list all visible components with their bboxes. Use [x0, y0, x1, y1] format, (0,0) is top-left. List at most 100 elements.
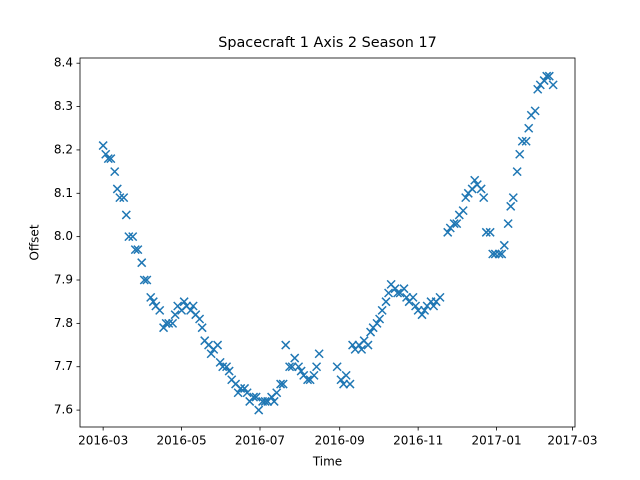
scatter-point [272, 388, 282, 398]
y-tick-label: 8.1 [54, 186, 73, 200]
scatter-point [269, 396, 279, 406]
scatter-point [112, 184, 122, 194]
x-tick-label: 2016-03 [78, 434, 128, 448]
y-tick-label: 8.3 [54, 99, 73, 113]
scatter-point [381, 297, 391, 307]
y-tick-label: 7.9 [54, 273, 73, 287]
scatter-point [490, 249, 500, 259]
scatter-point [240, 383, 250, 393]
plot-area [98, 71, 558, 415]
scatter-point [224, 366, 234, 376]
scatter-point [164, 318, 174, 328]
scatter-point [530, 106, 540, 116]
scatter-point [294, 362, 304, 372]
scatter-point [197, 323, 207, 333]
y-tick-label: 8.4 [54, 56, 73, 70]
scatter-point [341, 370, 351, 380]
y-tick-label: 7.7 [54, 359, 73, 373]
x-tick-label: 2016-11 [393, 434, 443, 448]
y-tick-label: 7.8 [54, 316, 73, 330]
scatter-point [411, 301, 421, 311]
scatter-point [146, 292, 156, 302]
scatter-point [281, 340, 291, 350]
scatter-point [290, 353, 300, 363]
scatter-point [103, 154, 113, 164]
scatter-point [435, 292, 445, 302]
x-axis-label: Time [312, 455, 342, 469]
scatter-point [213, 340, 223, 350]
scatter-point [470, 175, 480, 185]
scatter-point [357, 344, 367, 354]
y-tick-label: 7.6 [54, 403, 73, 417]
scatter-point [488, 249, 498, 259]
scatter-point [133, 245, 143, 255]
scatter-point [285, 362, 295, 372]
scatter-point [215, 357, 225, 367]
scatter-point [512, 167, 522, 177]
y-tick-label: 8.2 [54, 142, 73, 156]
x-tick-label: 2016-07 [235, 434, 285, 448]
scatter-point [542, 71, 552, 81]
scatter-point [139, 275, 149, 285]
scatter-point [161, 318, 171, 328]
scatter-point [533, 84, 543, 94]
scatter-point [179, 297, 189, 307]
scatter-point [278, 379, 288, 389]
x-tick-label: 2016-09 [315, 434, 365, 448]
scatter-point [110, 167, 120, 177]
scatter-point [485, 227, 495, 237]
y-tick-label: 8.0 [54, 229, 73, 243]
scatter-point [251, 392, 261, 402]
scatter-point [375, 314, 385, 324]
scatter-point [366, 327, 376, 337]
x-tick-label: 2017-03 [547, 434, 597, 448]
scatter-point [119, 193, 129, 203]
scatter-point [429, 301, 439, 311]
scatter-point [155, 305, 165, 315]
scatter-point [372, 318, 382, 328]
scatter-point [497, 249, 507, 259]
scatter-point [476, 184, 486, 194]
scatter-point [218, 362, 228, 372]
scatter-point [296, 366, 306, 376]
scatter-point [128, 232, 138, 242]
scatter-point [170, 310, 180, 320]
scatter-point [168, 318, 178, 328]
scatter-point [408, 292, 418, 302]
axes-frame [79, 57, 576, 428]
scatter-point [236, 383, 246, 393]
scatter-point [420, 305, 430, 315]
scatter-point [233, 388, 243, 398]
scatter-point [499, 240, 509, 250]
scatter-point [348, 340, 358, 350]
scatter-point [276, 379, 286, 389]
scatter-point [521, 136, 531, 146]
scatter-point [377, 305, 387, 315]
scatter-point [345, 379, 355, 389]
scatter-point [287, 362, 297, 372]
x-tick-label: 2016-05 [157, 434, 207, 448]
scatter-point [524, 123, 534, 133]
scatter-point [503, 219, 513, 229]
scatter-point [137, 258, 147, 268]
scatter-point [222, 362, 232, 372]
scatter-point [309, 370, 319, 380]
scatter-point [332, 362, 342, 372]
scatter-point [303, 375, 313, 385]
scatter-point [106, 154, 116, 164]
chart-title: Spacecraft 1 Axis 2 Season 17 [218, 35, 437, 51]
scatter-point [548, 80, 558, 90]
x-tick-label: 2017-01 [472, 434, 522, 448]
scatter-point [417, 310, 427, 320]
scatter-point [506, 201, 516, 211]
scatter-point [98, 141, 108, 151]
scatter-point [249, 392, 259, 402]
scatter-point [339, 379, 349, 389]
scatter-point [544, 71, 554, 81]
scatter-point [481, 227, 491, 237]
scatter-point [188, 301, 198, 311]
y-axis-label: Offset [28, 224, 42, 260]
scatter-point [515, 149, 525, 159]
